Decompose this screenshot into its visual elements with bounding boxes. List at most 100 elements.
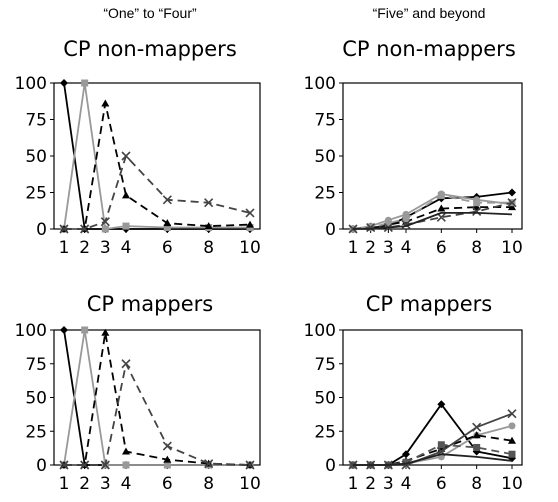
- x-tick-label: 10: [239, 474, 261, 494]
- data-point: [437, 204, 446, 212]
- data-point: [162, 195, 172, 205]
- y-tick-label: 50: [314, 389, 336, 409]
- x-tick-label: 3: [100, 238, 111, 258]
- panel-title: CP non-mappers: [342, 37, 516, 61]
- data-point: [59, 224, 69, 234]
- y-tick-label: 50: [25, 147, 47, 167]
- x-tick-label: 1: [348, 474, 359, 494]
- series-line-1: [63, 82, 250, 230]
- chart-panel-bottom-left: CP mappers 0 25 50 75 100 1 2 3 4 6 8 10: [15, 292, 261, 494]
- x-tick-label: 1: [59, 474, 70, 494]
- plot-frame: [53, 329, 261, 466]
- x-tick-label: 2: [79, 238, 90, 258]
- chart-panel-bottom-right: CP mappers 0 25 50 75 100 1 2 3 4 6 8 10: [304, 292, 523, 494]
- series-line-6: [353, 211, 513, 230]
- x-tick-label: 3: [100, 474, 111, 494]
- panel-title: CP mappers: [87, 292, 213, 316]
- y-tick-label: 50: [25, 389, 47, 409]
- data-point: [245, 460, 255, 470]
- x-tick-label: 8: [471, 474, 482, 494]
- panel-title: CP mappers: [366, 292, 492, 316]
- x-tick-label: 1: [348, 238, 359, 258]
- y-tick-label: 0: [325, 220, 336, 240]
- data-point: [101, 328, 110, 336]
- data-point: [122, 222, 130, 230]
- data-point: [80, 460, 90, 470]
- data-point: [163, 219, 172, 227]
- data-point: [101, 99, 110, 107]
- x-tick-label: 10: [501, 238, 523, 258]
- x-tick-label: 1: [59, 238, 70, 258]
- y-tick-label: 75: [314, 355, 336, 375]
- y-tick-label: 25: [314, 184, 336, 204]
- series-line-3: [352, 206, 512, 230]
- y-tick-label: 75: [25, 355, 47, 375]
- data-point: [245, 208, 255, 218]
- x-tick-label: 6: [436, 474, 447, 494]
- data-point: [402, 215, 410, 223]
- x-tick-label: 6: [162, 238, 173, 258]
- panel-title: CP non-mappers: [63, 37, 237, 61]
- x-tick-label: 6: [436, 238, 447, 258]
- data-point: [204, 459, 214, 469]
- data-point: [163, 461, 171, 469]
- data-point: [402, 450, 410, 459]
- data-point: [437, 441, 445, 449]
- data-point: [473, 443, 481, 451]
- series-line-4: [64, 155, 251, 230]
- x-tick-label: 10: [239, 238, 261, 258]
- data-point: [507, 198, 517, 208]
- y-tick-label: 100: [304, 74, 336, 94]
- y-tick-label: 25: [314, 422, 336, 442]
- data-point: [384, 219, 392, 227]
- data-point: [162, 441, 172, 451]
- x-tick-label: 2: [365, 238, 376, 258]
- data-point: [204, 222, 213, 230]
- x-tick-label: 4: [401, 238, 412, 258]
- y-tick-label: 75: [25, 111, 47, 131]
- data-point: [101, 225, 109, 233]
- series-line-3: [64, 331, 251, 466]
- x-tick-label: 8: [471, 238, 482, 258]
- data-point: [60, 79, 68, 87]
- y-tick-label: 0: [36, 220, 47, 240]
- x-tick-label: 3: [383, 474, 394, 494]
- data-point: [246, 220, 254, 228]
- data-point: [402, 458, 410, 466]
- y-tick-label: 0: [36, 456, 47, 476]
- column-header-left: “One” to “Four”: [103, 5, 197, 21]
- x-tick-label: 2: [79, 474, 90, 494]
- data-point: [508, 436, 516, 444]
- chart-panel-top-right: CP non-mappers 0 25 50 75 100 1 2 3 4 6 8 10: [304, 37, 523, 258]
- x-tick-label: 8: [203, 238, 214, 258]
- data-point: [122, 461, 130, 469]
- data-point: [121, 151, 131, 161]
- y-tick-label: 0: [325, 456, 336, 476]
- series-line-2: [63, 82, 250, 230]
- chart-panel-top-left: CP non-mappers 0 25 50 75 100 1 2 3 4 6 8 10: [15, 37, 261, 258]
- data-point: [80, 224, 90, 234]
- x-tick-label: 4: [401, 474, 412, 494]
- y-tick-label: 100: [15, 321, 47, 341]
- data-point: [401, 220, 411, 230]
- data-point: [121, 359, 131, 369]
- data-point: [60, 326, 68, 334]
- data-point: [163, 224, 171, 232]
- series-line-3: [64, 102, 251, 230]
- y-tick-label: 100: [304, 321, 336, 341]
- x-tick-label: 2: [365, 474, 376, 494]
- data-point: [437, 191, 445, 199]
- data-point: [100, 460, 110, 470]
- data-point: [508, 450, 516, 458]
- data-point: [437, 400, 446, 409]
- data-point: [508, 203, 516, 211]
- data-point: [507, 409, 517, 419]
- x-tick-label: 4: [121, 474, 132, 494]
- data-point: [122, 447, 130, 455]
- data-point: [366, 222, 376, 233]
- data-point: [472, 431, 481, 439]
- series-line-6: [353, 453, 513, 466]
- data-point: [508, 422, 516, 430]
- x-tick-label: 10: [501, 474, 523, 494]
